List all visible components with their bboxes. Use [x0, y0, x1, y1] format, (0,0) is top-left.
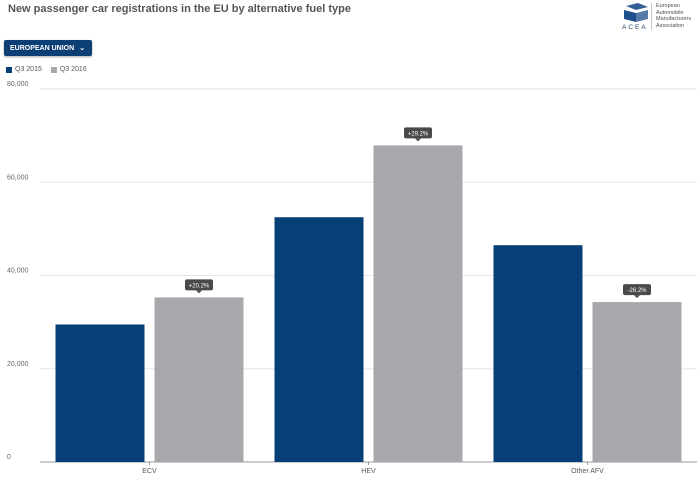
y-axis: 0 20,000 40,000 60,000 80,000	[7, 81, 29, 461]
legend-label: Q3 2015	[15, 66, 42, 73]
change-badge: +29.2%	[404, 127, 432, 142]
logo-line: Automobile	[656, 9, 684, 16]
y-tick-label: 0	[7, 454, 11, 461]
change-badges: +20.2% +29.2% -26.2%	[185, 127, 651, 299]
badge-label: +20.2%	[189, 283, 210, 289]
badge-background	[404, 127, 432, 139]
badge-background	[185, 279, 213, 291]
bar-q3-2016	[373, 145, 463, 462]
logo-divider	[651, 3, 652, 30]
chart-title: New passenger car registrations in the E…	[8, 3, 351, 15]
bar-q3-2015	[274, 217, 364, 462]
legend-swatch	[6, 66, 12, 73]
region-dropdown[interactable]: EUROPEAN UNION ⌄	[4, 40, 93, 56]
change-badge: +20.2%	[185, 279, 213, 294]
badge-pointer	[634, 295, 640, 299]
chevron-down-icon: ⌄	[79, 45, 86, 52]
x-tick-label: ECV	[142, 468, 157, 475]
bar-q3-2016	[592, 302, 682, 462]
x-axis: ECV HEV Other AFV	[142, 462, 604, 475]
logo-line: Association	[656, 22, 685, 29]
legend-label: Q3 2016	[59, 66, 87, 73]
bar-q3-2015	[55, 324, 145, 462]
legend-swatch	[50, 66, 57, 73]
x-tick-label: Other AFV	[571, 468, 604, 475]
y-tick-label: 20,000	[7, 361, 29, 368]
y-tick-label: 40,000	[7, 268, 29, 275]
bar-q3-2015	[493, 245, 583, 462]
legend-item-q3-2016[interactable]: Q3 2016	[50, 66, 87, 73]
badge-label: -26.2%	[627, 288, 647, 294]
change-badge: -26.2%	[623, 284, 651, 299]
x-tick-label: HEV	[361, 468, 376, 475]
region-dropdown-label: EUROPEAN UNION	[10, 44, 75, 52]
bar-q3-2016	[154, 297, 244, 462]
legend-item-q3-2015[interactable]: Q3 2015	[6, 66, 42, 73]
logo-acronym: ACEA	[622, 24, 648, 31]
bars	[55, 145, 682, 462]
chart-legend: Q3 2015 Q3 2016	[6, 66, 87, 73]
logo-line: European	[656, 3, 680, 9]
acea-logo-icon	[624, 3, 648, 22]
badge-pointer	[196, 290, 202, 294]
badge-background	[623, 284, 651, 296]
y-tick-label: 60,000	[7, 174, 29, 181]
logo-line: Manufacturers	[656, 16, 692, 22]
y-tick-label: 80,000	[7, 81, 29, 88]
badge-pointer	[415, 138, 421, 142]
logo-text: European Automobile Manufacturers Associ…	[656, 3, 691, 29]
badge-label: +29.2%	[408, 131, 429, 137]
